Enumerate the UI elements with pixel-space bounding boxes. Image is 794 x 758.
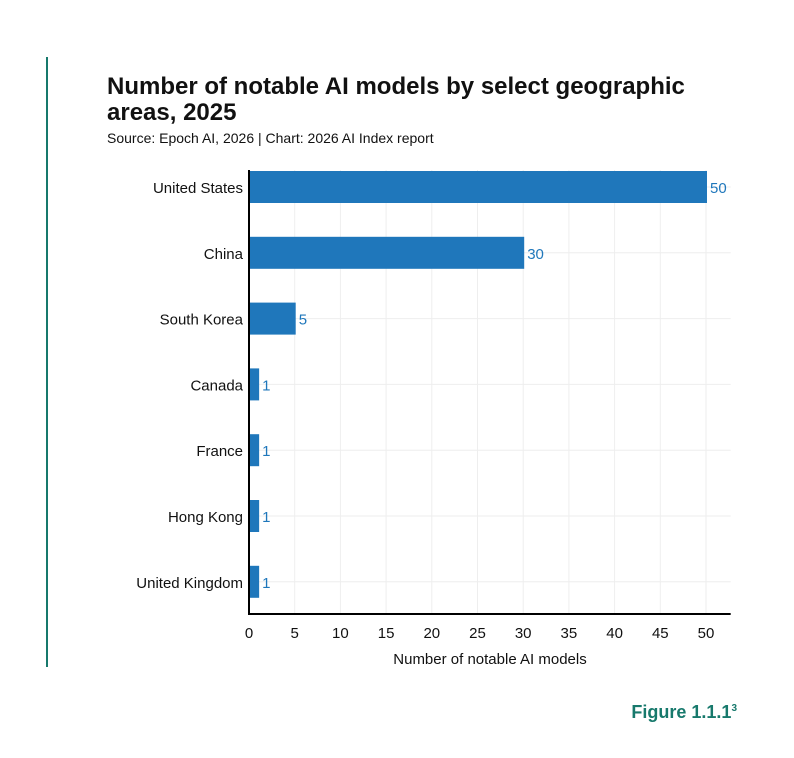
data-label: 1 — [262, 443, 270, 460]
chart-title: Number of notable AI models by select ge… — [107, 73, 685, 126]
x-axis-title: Number of notable AI models — [393, 651, 586, 668]
figure-footnote: 3 — [731, 703, 737, 714]
x-tick-label: 20 — [423, 625, 440, 642]
x-tick-label: 10 — [332, 625, 349, 642]
category-label: United States — [153, 180, 243, 197]
bar — [250, 500, 260, 532]
category-label: China — [204, 246, 244, 263]
x-tick-label: 35 — [561, 625, 578, 642]
figure-number: Figure 1.1.1 — [631, 702, 732, 722]
data-label: 50 — [710, 180, 727, 197]
chart-subtitle: Source: Epoch AI, 2026 | Chart: 2026 AI … — [107, 130, 434, 146]
x-tick-label: 40 — [606, 625, 623, 642]
bar — [250, 565, 260, 598]
x-tick-label: 30 — [515, 625, 532, 642]
x-tick-label: 15 — [378, 625, 395, 642]
data-label: 1 — [262, 377, 270, 394]
data-label: 1 — [262, 509, 270, 526]
figure-label: Figure 1.1.13 — [631, 702, 737, 723]
bar — [250, 368, 260, 401]
category-label: France — [196, 443, 243, 460]
bar — [250, 434, 260, 467]
x-tick-label: 25 — [469, 625, 486, 642]
accent-bar — [46, 57, 48, 667]
data-label: 5 — [299, 312, 307, 329]
category-label: Hong Kong — [168, 509, 243, 526]
data-label: 1 — [262, 575, 270, 592]
x-tick-label: 5 — [291, 625, 299, 642]
category-label: United Kingdom — [136, 575, 243, 592]
bar — [250, 236, 525, 269]
x-tick-label: 50 — [698, 625, 715, 642]
bar — [250, 302, 296, 335]
bar — [250, 171, 707, 203]
x-tick-label: 45 — [652, 625, 669, 642]
data-label: 30 — [527, 246, 544, 263]
x-tick-label: 0 — [245, 625, 253, 642]
category-label: Canada — [190, 377, 243, 394]
category-label: South Korea — [160, 312, 244, 329]
